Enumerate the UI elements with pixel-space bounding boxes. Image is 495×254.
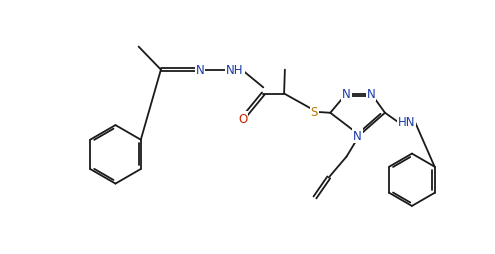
Text: HN: HN — [398, 116, 415, 129]
Text: O: O — [238, 112, 247, 125]
Text: N: N — [353, 129, 362, 142]
Text: N: N — [342, 88, 351, 101]
Text: N: N — [367, 88, 376, 101]
Text: NH: NH — [226, 64, 244, 77]
Text: S: S — [310, 106, 318, 119]
Text: N: N — [196, 64, 204, 77]
